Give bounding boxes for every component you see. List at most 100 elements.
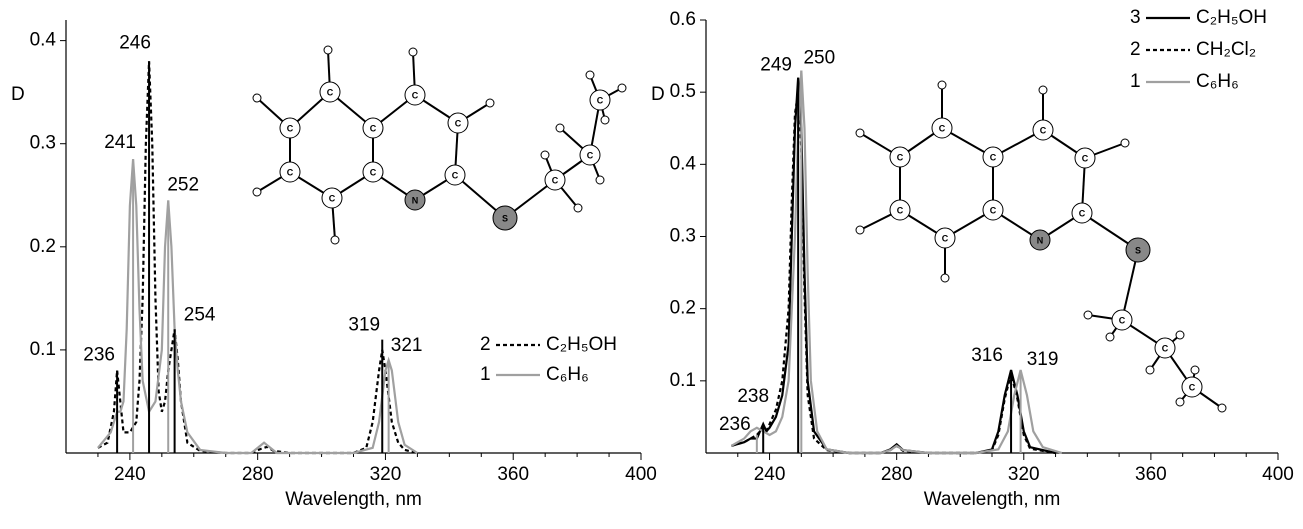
hydrogen [252, 187, 262, 197]
peak-label: 238 [737, 386, 769, 407]
x-tick-label: 280 [242, 464, 274, 485]
hydrogen [1175, 330, 1185, 340]
atom [1029, 229, 1051, 251]
hydrogen [1175, 397, 1185, 407]
y-tick-label: 0.5 [670, 81, 696, 102]
x-tick-label: 400 [1262, 464, 1294, 485]
atom [982, 146, 1004, 168]
atom-label: C [990, 205, 997, 215]
y-axis-label: D [651, 84, 665, 105]
hydrogen [855, 128, 865, 138]
y-tick-label: 0.2 [30, 236, 56, 257]
atom [889, 199, 911, 221]
y-tick-label: 0.3 [670, 226, 696, 247]
y-tick-label: 0.4 [30, 30, 57, 51]
legend-number: 2 [1130, 39, 1141, 60]
peak-label: 246 [119, 32, 151, 53]
peak-label: 316 [971, 345, 1003, 366]
atom-label: C [455, 118, 462, 128]
atom-label: N [412, 195, 419, 205]
peak-label: 241 [104, 132, 136, 153]
hydrogen [1190, 365, 1200, 375]
hydrogen [1038, 85, 1048, 95]
y-tick-label: 0.1 [30, 339, 56, 360]
peak-label: 321 [391, 335, 423, 356]
x-axis-label: Wavelength, nm [924, 489, 1061, 510]
atom-label: S [1135, 245, 1141, 255]
atom [444, 164, 466, 186]
atom [579, 144, 601, 166]
peak-label: 254 [184, 304, 216, 325]
atom-label: N [1037, 235, 1044, 245]
y-tick-label: 0.2 [670, 298, 696, 319]
atom-label: C [939, 123, 946, 133]
x-tick-label: 360 [1135, 464, 1167, 485]
atom-label: C [327, 87, 334, 97]
spectrum-line [97, 61, 418, 455]
x-tick-label: 320 [370, 464, 402, 485]
peak-label: 249 [760, 55, 792, 76]
atom-label: C [897, 205, 904, 215]
peak-label: 319 [1027, 349, 1059, 370]
atom-label: C [1082, 153, 1089, 163]
y-tick-label: 0.4 [670, 153, 697, 174]
hydrogen [937, 80, 947, 90]
y-tick-label: 0.6 [670, 9, 696, 30]
hydrogen [408, 47, 418, 57]
hydrogen [855, 225, 865, 235]
atom [404, 84, 426, 106]
atom [889, 146, 911, 168]
hydrogen [595, 175, 605, 185]
atom-label: C [329, 193, 336, 203]
atom [279, 117, 301, 139]
hydrogen [573, 203, 583, 213]
legend-label: C₆H₆ [546, 364, 589, 385]
atom-label: S [502, 213, 508, 223]
legend-label: CH₂Cl₂ [1196, 39, 1256, 60]
atom-label: C [587, 150, 594, 160]
atom-label: C [942, 233, 949, 243]
hydrogen [323, 45, 333, 55]
spectrum-line [731, 77, 1056, 455]
peak-label: 250 [803, 48, 835, 69]
legend-label: C₂H₅OH [1196, 7, 1267, 28]
hydrogen [330, 235, 340, 245]
atom-label: C [1189, 382, 1196, 392]
atom [1032, 119, 1054, 141]
x-tick-label: 240 [114, 464, 146, 485]
x-tick-label: 240 [754, 464, 786, 485]
atom [362, 117, 384, 139]
y-tick-label: 0.1 [670, 370, 696, 391]
hydrogen [585, 70, 595, 80]
spectrum-line [730, 70, 1063, 455]
hydrogen [540, 150, 550, 160]
x-tick-label: 360 [497, 464, 529, 485]
hydrogen [1145, 365, 1155, 375]
hydrogen [1120, 138, 1130, 148]
legend-number: 2 [480, 334, 491, 355]
atom-label: C [412, 90, 419, 100]
spectrum-line [731, 92, 1056, 455]
hydrogen [1105, 332, 1115, 342]
atom-label: C [287, 123, 294, 133]
legend-number: 3 [1130, 7, 1141, 28]
x-tick-label: 320 [1008, 464, 1040, 485]
y-tick-label: 0.3 [30, 133, 56, 154]
atom [321, 187, 343, 209]
peak-label: 236 [83, 345, 115, 366]
hydrogen [1217, 403, 1227, 413]
hydrogen [617, 83, 627, 93]
peak-label: 236 [719, 414, 751, 435]
atom-label: C [1119, 315, 1126, 325]
atom [934, 227, 956, 249]
atom-label: C [1079, 208, 1086, 218]
legend-label: C₆H₆ [1196, 71, 1239, 92]
atom [1181, 376, 1203, 398]
atom-label: C [990, 152, 997, 162]
atom-label: C [1040, 125, 1047, 135]
atom-label: C [452, 170, 459, 180]
atom [319, 81, 341, 103]
spectrum-line [97, 159, 418, 455]
atom [1154, 337, 1176, 359]
